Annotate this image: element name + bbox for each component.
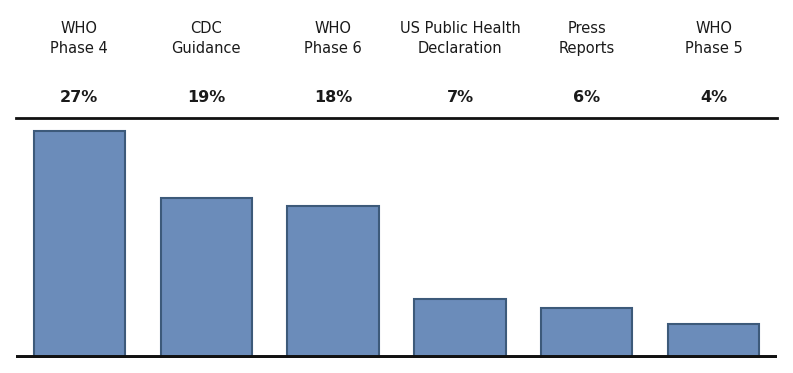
Text: Press
Reports: Press Reports [559,21,615,56]
Text: 18%: 18% [314,91,352,106]
Text: 27%: 27% [60,91,98,106]
Text: 7%: 7% [446,91,473,106]
Text: 19%: 19% [187,91,225,106]
Bar [541,307,633,358]
Bar [414,299,506,358]
Text: CDC
Guidance: CDC Guidance [171,21,241,56]
Text: WHO
Phase 5: WHO Phase 5 [685,21,742,56]
Text: US Public Health
Declaration: US Public Health Declaration [400,21,520,56]
Text: WHO
Phase 6: WHO Phase 6 [305,21,362,56]
Text: 4%: 4% [700,91,727,106]
Text: WHO
Phase 4: WHO Phase 4 [51,21,108,56]
Bar [668,325,760,358]
Text: 6%: 6% [573,91,600,106]
Bar [33,131,125,358]
Bar [160,198,252,358]
Bar [287,206,379,358]
